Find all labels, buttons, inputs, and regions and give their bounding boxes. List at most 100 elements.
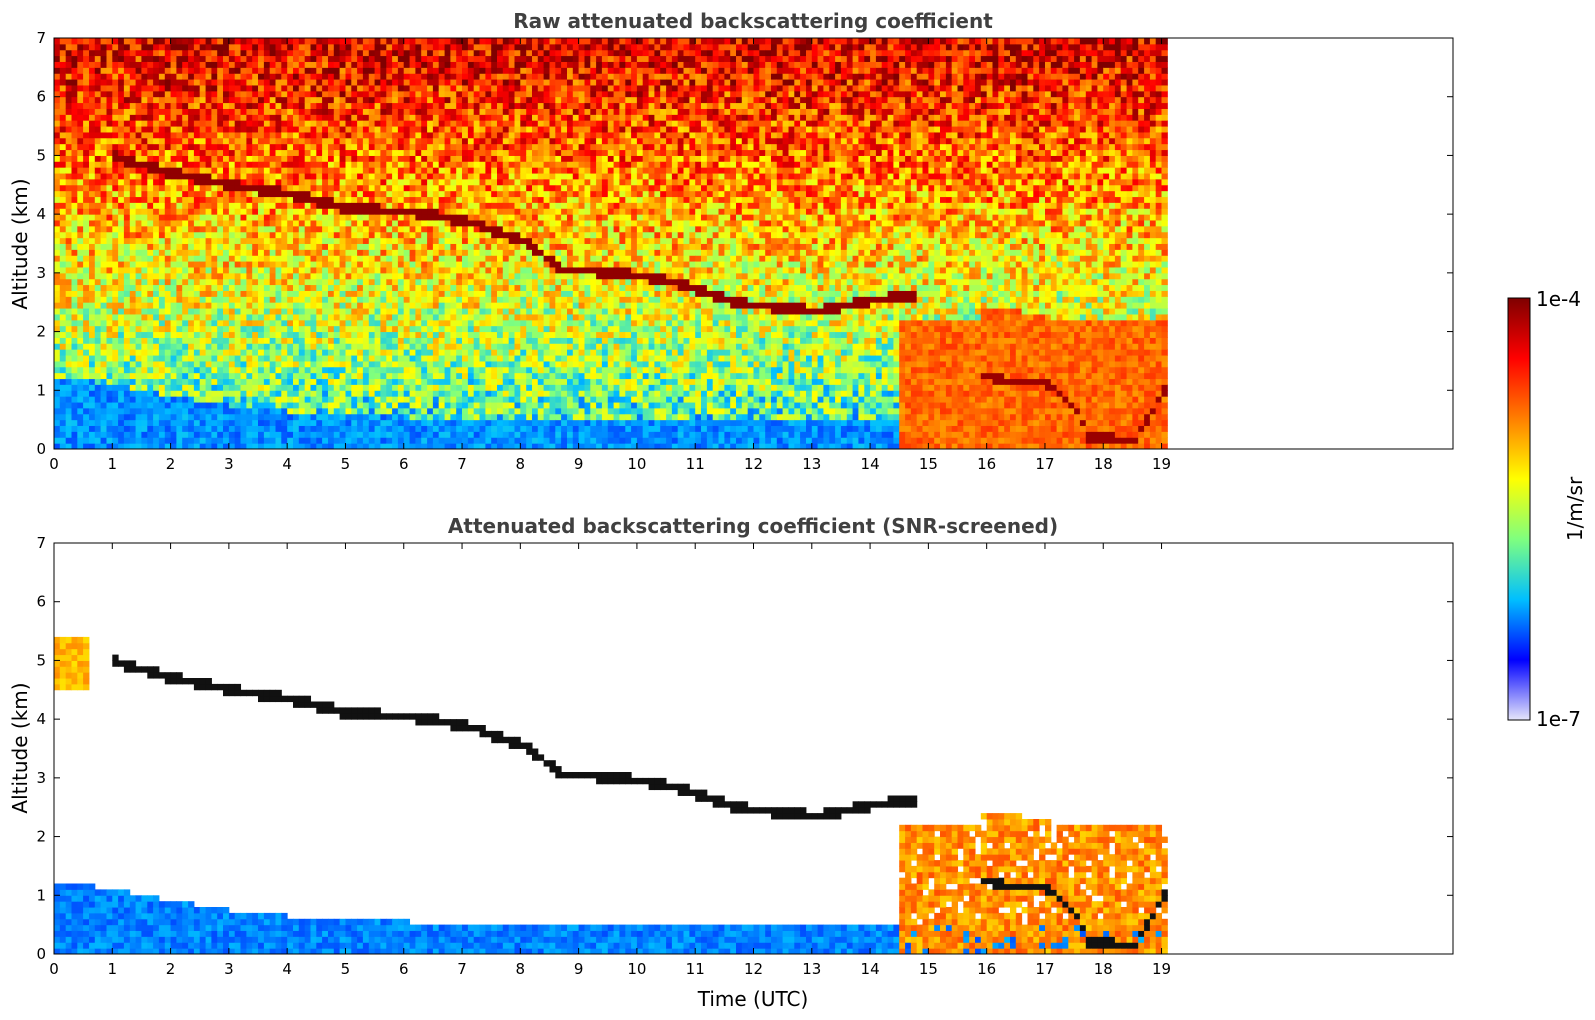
heatmap-cell [118, 396, 125, 403]
heatmap-cell [228, 290, 236, 297]
heatmap-cell [298, 296, 306, 303]
heatmap-cell [287, 366, 294, 374]
heatmap-cell [444, 243, 451, 250]
heatmap-cell [316, 190, 323, 198]
heatmap-cell [380, 255, 387, 262]
heatmap-cell [147, 237, 154, 244]
heatmap-cell [193, 67, 201, 74]
heatmap-cell [234, 372, 242, 380]
heatmap-cell [293, 155, 300, 162]
heatmap-cell [118, 190, 125, 198]
heatmap-cell [462, 437, 469, 444]
heatmap-cell [450, 402, 457, 409]
heatmap-cell [170, 372, 177, 380]
heatmap-cell [351, 149, 358, 156]
heatmap-cell [421, 114, 428, 121]
heatmap-cell [223, 302, 230, 309]
heatmap-cell [199, 120, 207, 127]
heatmap-cell [339, 190, 346, 198]
heatmap-cell [456, 178, 463, 186]
heatmap-cell [328, 261, 335, 268]
heatmap-cell [158, 431, 166, 438]
heatmap-cell [100, 413, 107, 421]
heatmap-cell [83, 231, 90, 239]
heatmap-cell [444, 61, 451, 68]
heatmap-cell [182, 337, 189, 344]
heatmap-cell [269, 314, 277, 321]
heatmap-cell [182, 155, 189, 162]
heatmap-cell [234, 272, 242, 280]
heatmap-cell [54, 431, 61, 438]
heatmap-cell [94, 243, 102, 250]
heatmap-cell [462, 419, 469, 426]
heatmap-cell [397, 308, 405, 315]
heatmap-cell [298, 261, 306, 268]
heatmap-cell [59, 396, 67, 403]
heatmap-cell [193, 237, 201, 244]
heatmap-cell [374, 237, 381, 244]
heatmap-cell [415, 419, 422, 426]
heatmap-cell [293, 173, 300, 180]
heatmap-cell [240, 349, 247, 356]
heatmap-cell [129, 161, 137, 168]
heatmap-cell [106, 431, 113, 438]
heatmap-cell [269, 126, 277, 133]
heatmap-cell [147, 102, 154, 109]
heatmap-cell [427, 131, 434, 139]
heatmap-cell [409, 407, 416, 415]
heatmap-cell [123, 378, 131, 385]
heatmap-cell [170, 319, 177, 327]
heatmap-cell [421, 413, 428, 421]
heatmap-cell [345, 302, 352, 309]
heatmap-cell [345, 190, 352, 198]
heatmap-cell [328, 431, 335, 438]
heatmap-cell [65, 343, 73, 350]
heatmap-cell [275, 137, 282, 145]
heatmap-cell [421, 167, 428, 174]
heatmap-cell [223, 314, 230, 321]
heatmap-cell [147, 225, 154, 233]
heatmap-cell [89, 360, 96, 368]
heatmap-cell [129, 96, 137, 104]
heatmap-cell [106, 296, 113, 303]
heatmap-cell [223, 443, 230, 449]
heatmap-cell [432, 437, 440, 444]
heatmap-cell [293, 390, 300, 397]
heatmap-cell [432, 443, 440, 449]
heatmap-cell [357, 220, 364, 227]
heatmap-cell [415, 337, 422, 344]
heatmap-cell [415, 314, 422, 321]
heatmap-cell [415, 85, 422, 92]
heatmap-cell [59, 378, 67, 385]
heatmap-cell [240, 249, 247, 256]
heatmap-cell [94, 220, 102, 227]
heatmap-cell [118, 167, 125, 174]
heatmap-cell [164, 331, 172, 338]
heatmap-cell [54, 366, 61, 374]
heatmap-cell [462, 349, 469, 356]
heatmap-cell [298, 173, 306, 180]
heatmap-cell [258, 231, 265, 239]
heatmap-cell [71, 214, 78, 221]
heatmap-cell [287, 267, 294, 274]
heatmap-cell [205, 67, 212, 74]
heatmap-cell [217, 38, 224, 45]
heatmap-cell [263, 302, 271, 309]
heatmap-cell [456, 384, 463, 391]
heatmap-cell [432, 143, 440, 151]
heatmap-cell [83, 284, 90, 291]
heatmap-cell [54, 38, 61, 45]
heatmap-cell [403, 355, 411, 362]
heatmap-cell [386, 143, 393, 151]
heatmap-cell [298, 237, 306, 244]
heatmap-cell [310, 396, 317, 403]
heatmap-cell [246, 437, 253, 444]
heatmap-cell [228, 413, 236, 421]
heatmap-cell [362, 443, 370, 449]
heatmap-cell [421, 202, 428, 209]
heatmap-cell [333, 372, 341, 380]
heatmap-cell [118, 149, 125, 156]
heatmap-cell [246, 384, 253, 391]
heatmap-cell [83, 208, 90, 215]
heatmap-cell [193, 355, 201, 362]
